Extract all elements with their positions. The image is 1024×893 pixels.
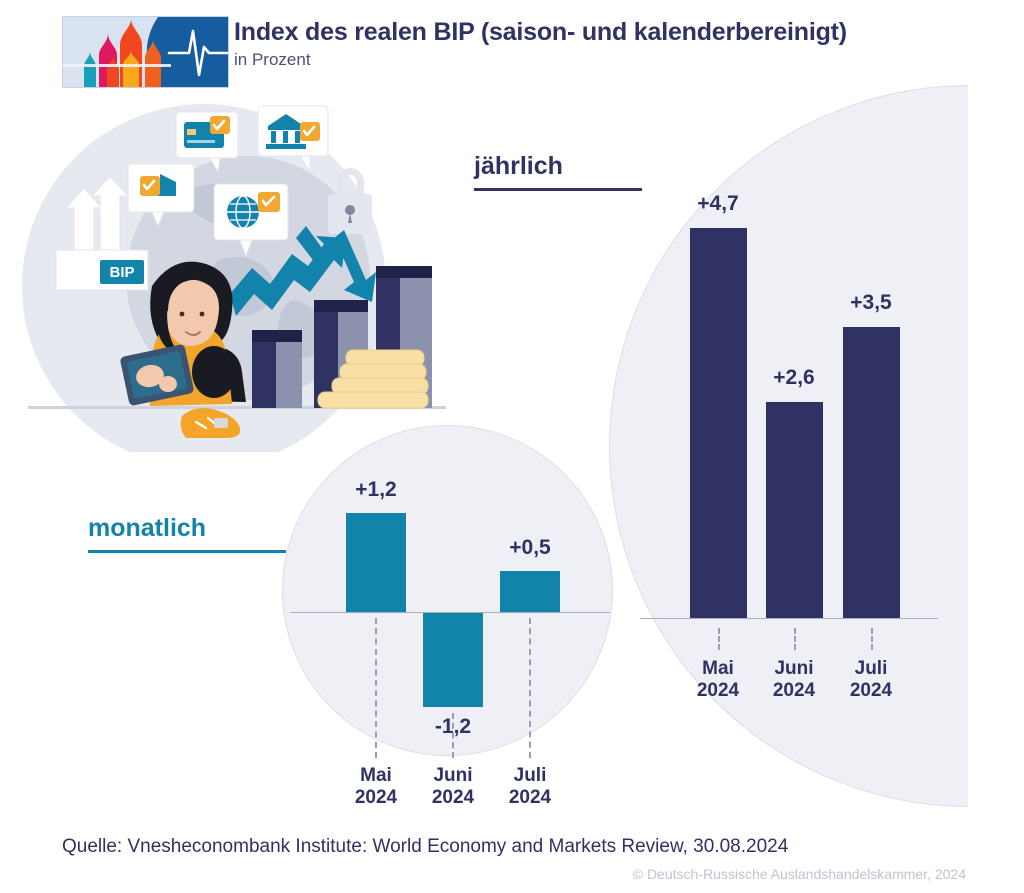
annual-category-mai-year: 2024 xyxy=(696,680,740,702)
annual-section-rule xyxy=(474,188,642,191)
copyright-note: © Deutsch-Russische Auslandshandelskamme… xyxy=(632,866,966,882)
title-block: Index des realen BIP (saison- und kalend… xyxy=(234,18,847,70)
annual-section-label-text: jährlich xyxy=(474,152,563,180)
monthly-bar-mai[interactable] xyxy=(346,513,406,612)
monthly-bar-value-juli: +0,5 xyxy=(509,536,551,559)
annual-category-juli-year: 2024 xyxy=(849,680,893,702)
header: Index des realen BIP (saison- und kalend… xyxy=(0,0,1024,96)
annual-axis-line xyxy=(640,618,938,619)
svg-text:BIP: BIP xyxy=(109,264,134,281)
monthly-section-rule xyxy=(88,550,286,553)
annual-section-label: jährlich xyxy=(474,152,642,191)
monthly-tick-juli xyxy=(529,618,531,758)
monthly-section-label-text: monatlich xyxy=(88,514,207,542)
right-edge-mask xyxy=(968,60,1024,850)
annual-bar-value-juli: +3,5 xyxy=(850,291,892,314)
gdp-illustration: BIP xyxy=(18,100,460,468)
monthly-category-juni-month: Juni xyxy=(433,765,473,786)
annual-bar-value-mai: +4,7 xyxy=(697,192,739,215)
monthly-category-mai-year: 2024 xyxy=(354,787,398,809)
monthly-category-juli-year: 2024 xyxy=(508,787,552,809)
cathedral-pulse-logo-icon xyxy=(63,17,228,87)
monthly-category-juli: Juli 2024 xyxy=(480,765,580,810)
annual-bar-juli[interactable] xyxy=(843,327,900,618)
page-subtitle: in Prozent xyxy=(234,49,311,69)
monthly-category-juli-month: Juli xyxy=(513,765,547,786)
monthly-category-juni: Juni 2024 xyxy=(403,765,503,810)
monthly-tick-mai xyxy=(375,618,377,758)
monthly-tick-juni xyxy=(452,713,454,758)
monthly-bar-juli[interactable] xyxy=(500,571,560,612)
annual-bar-juni[interactable] xyxy=(766,402,823,618)
annual-bar-value-juni: +2,6 xyxy=(773,366,815,389)
annual-category-mai-month: Mai xyxy=(702,658,734,679)
page-title: Index des realen BIP (saison- und kalend… xyxy=(234,18,847,46)
annual-category-juni-month: Juni xyxy=(774,658,814,679)
monthly-bar-value-mai: +1,2 xyxy=(355,478,397,501)
monthly-category-juni-year: 2024 xyxy=(431,787,475,809)
monthly-category-mai-month: Mai xyxy=(360,765,392,786)
monthly-bar-juni[interactable] xyxy=(423,613,483,707)
annual-tick-juni xyxy=(794,628,796,650)
monthly-zero-line xyxy=(290,612,610,613)
monthly-bar-chart: +1,2 Mai 2024 -1,2 Juni 2024 +0,5 Juli 2… xyxy=(290,460,610,820)
annual-category-juli: Juli 2024 xyxy=(821,658,921,703)
annual-category-mai: Mai 2024 xyxy=(668,658,768,703)
monthly-section-label: monatlich xyxy=(88,514,286,553)
annual-tick-mai xyxy=(718,628,720,650)
annual-tick-juli xyxy=(871,628,873,650)
source-note: Quelle: Vnesheconombank Institute: World… xyxy=(62,836,789,857)
annual-category-juni-year: 2024 xyxy=(772,680,816,702)
annual-category-juli-month: Juli xyxy=(854,658,888,679)
logo xyxy=(62,16,229,88)
annual-category-juni: Juni 2024 xyxy=(744,658,844,703)
annual-bar-chart: +4,7 Mai 2024 +2,6 Juni 2024 +3,5 Juli 2… xyxy=(640,180,950,701)
monthly-category-mai: Mai 2024 xyxy=(326,765,426,810)
annual-bar-mai[interactable] xyxy=(690,228,747,618)
gdp-illustration-icon: BIP xyxy=(22,104,446,468)
